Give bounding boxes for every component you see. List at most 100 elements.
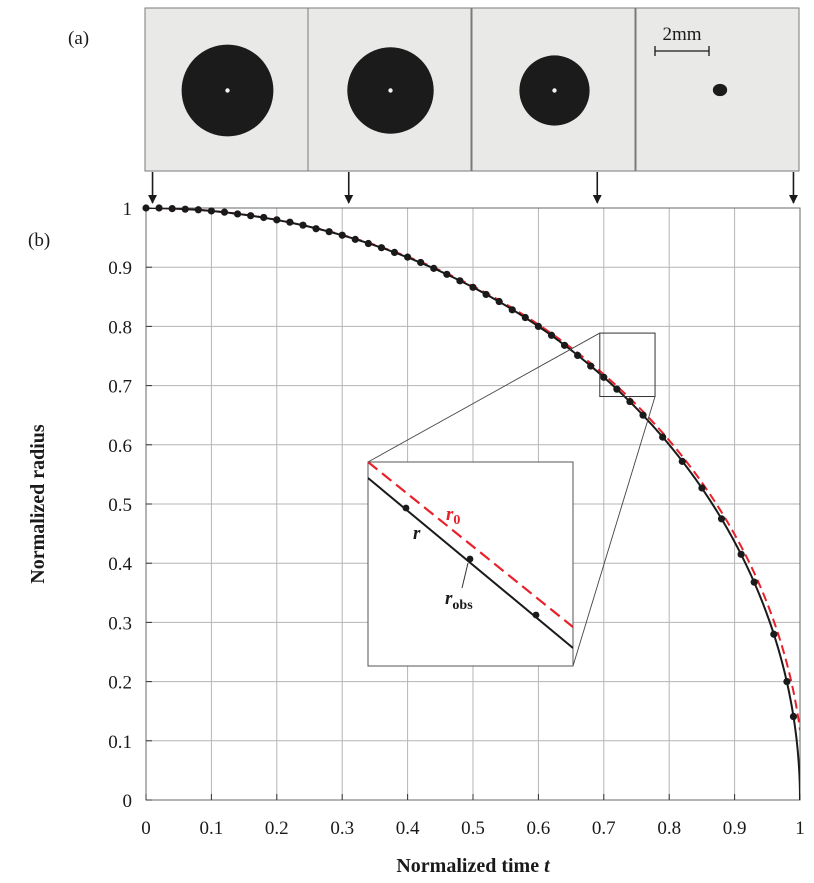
x-tick-label: 0.6: [527, 818, 551, 839]
scale-bar: 2mm: [654, 24, 710, 56]
data-point: [770, 630, 778, 638]
data-point: [469, 283, 477, 291]
frame-time-arrows: [148, 172, 798, 204]
y-tick-label: 0.3: [108, 613, 132, 634]
data-point: [521, 313, 529, 322]
x-axis-ticks: 0 0.1 0.2 0.3 0.4 0.5 0.6 0.7 0.8 0.9 1: [141, 794, 805, 839]
droplet: [712, 83, 728, 97]
x-tick-label: 0.3: [330, 818, 354, 839]
y-tick-label: 1: [123, 199, 133, 220]
inset-r-line: [368, 477, 573, 649]
data-point: [574, 351, 582, 360]
droplet-highlight: [225, 88, 230, 93]
x-tick-label: 0.2: [265, 818, 289, 839]
y-tick-label: 0.8: [108, 317, 132, 338]
series-r-obs-markers: [142, 204, 798, 721]
data-point: [155, 204, 163, 212]
inset: r0 r robs: [367, 461, 574, 667]
data-point: [220, 208, 229, 216]
photo-frame: [307, 7, 472, 172]
droplet-highlight: [552, 88, 557, 93]
panel-label-a: (a): [68, 28, 89, 49]
y-tick-label: 0.7: [108, 377, 132, 398]
x-tick-label: 0.8: [657, 818, 681, 839]
inset-marker: [402, 504, 410, 512]
scale-bar-label: 2mm: [662, 24, 701, 45]
x-tick-label: 0.9: [723, 818, 747, 839]
data-point: [404, 253, 412, 261]
data-point: [325, 228, 333, 236]
y-tick-label: 0.1: [108, 732, 132, 753]
inset-label-r: r: [413, 523, 421, 544]
zoom-connector-line: [572, 396, 656, 667]
data-point: [377, 244, 386, 252]
data-point: [750, 578, 758, 586]
y-axis-title: Normalized radius: [27, 424, 49, 584]
x-tick-label: 1: [795, 818, 805, 839]
x-tick-label: 0.1: [200, 818, 224, 839]
data-point: [233, 210, 242, 218]
data-point: [260, 213, 268, 222]
data-point: [168, 204, 176, 213]
x-tick-label: 0.4: [396, 818, 420, 839]
data-point: [495, 297, 503, 306]
data-point: [364, 239, 372, 248]
data-point: [390, 248, 399, 256]
data-point: [443, 270, 451, 278]
data-point: [351, 235, 359, 243]
photo-frame: [471, 7, 636, 172]
data-point: [534, 322, 543, 330]
data-point: [194, 206, 202, 214]
data-point: [717, 515, 726, 523]
x-tick-label: 0.7: [592, 818, 616, 839]
data-point: [613, 385, 621, 393]
y-axis-ticks: 0 0.1 0.2 0.3 0.4 0.5 0.6 0.7 0.8 0.9 1: [108, 199, 152, 812]
y-tick-label: 0.2: [108, 673, 132, 694]
data-point: [737, 550, 745, 558]
data-point: [430, 264, 438, 272]
series-r0-line: [146, 208, 800, 731]
data-point: [181, 205, 189, 213]
data-point: [508, 306, 516, 314]
data-point: [286, 218, 294, 226]
data-point: [142, 204, 150, 212]
data-point: [456, 277, 464, 285]
y-tick-label: 0.4: [108, 554, 132, 575]
zoom-connectors: [367, 332, 656, 667]
x-tick-label: 0: [141, 818, 151, 839]
data-point: [626, 397, 634, 406]
data-point: [547, 331, 556, 339]
y-tick-label: 0.6: [108, 436, 132, 457]
photo-strip: [144, 7, 800, 172]
x-tick-label: 0.5: [461, 818, 485, 839]
y-tick-label: 0: [123, 791, 133, 812]
inset-r0-line: [368, 462, 573, 628]
data-point: [678, 457, 686, 465]
y-tick-label: 0.5: [108, 495, 132, 516]
data-point: [273, 216, 281, 224]
x-axis-title: Normalized time t: [396, 855, 551, 877]
data-point: [587, 362, 595, 370]
panel-label-b: (b): [28, 230, 50, 251]
data-point: [560, 341, 569, 349]
inset-label-r-obs: robs: [445, 588, 473, 613]
photo-frame: [144, 7, 309, 172]
data-point: [207, 207, 215, 215]
data-point: [789, 712, 798, 721]
y-tick-label: 0.9: [108, 258, 132, 279]
data-point: [482, 290, 490, 299]
data-point: [312, 225, 320, 233]
inset-label-r0: r0: [446, 504, 460, 528]
data-point: [783, 678, 791, 686]
droplet-highlight: [388, 88, 393, 93]
zoom-box: [599, 332, 656, 398]
photo-frame: [635, 7, 800, 172]
data-point: [417, 258, 425, 267]
data-point: [698, 484, 706, 492]
data-point: [338, 231, 346, 239]
inset-robs-pointer: [461, 562, 469, 589]
zoom-connector-line: [367, 332, 601, 463]
inset-marker: [532, 611, 540, 619]
data-point: [600, 373, 608, 381]
